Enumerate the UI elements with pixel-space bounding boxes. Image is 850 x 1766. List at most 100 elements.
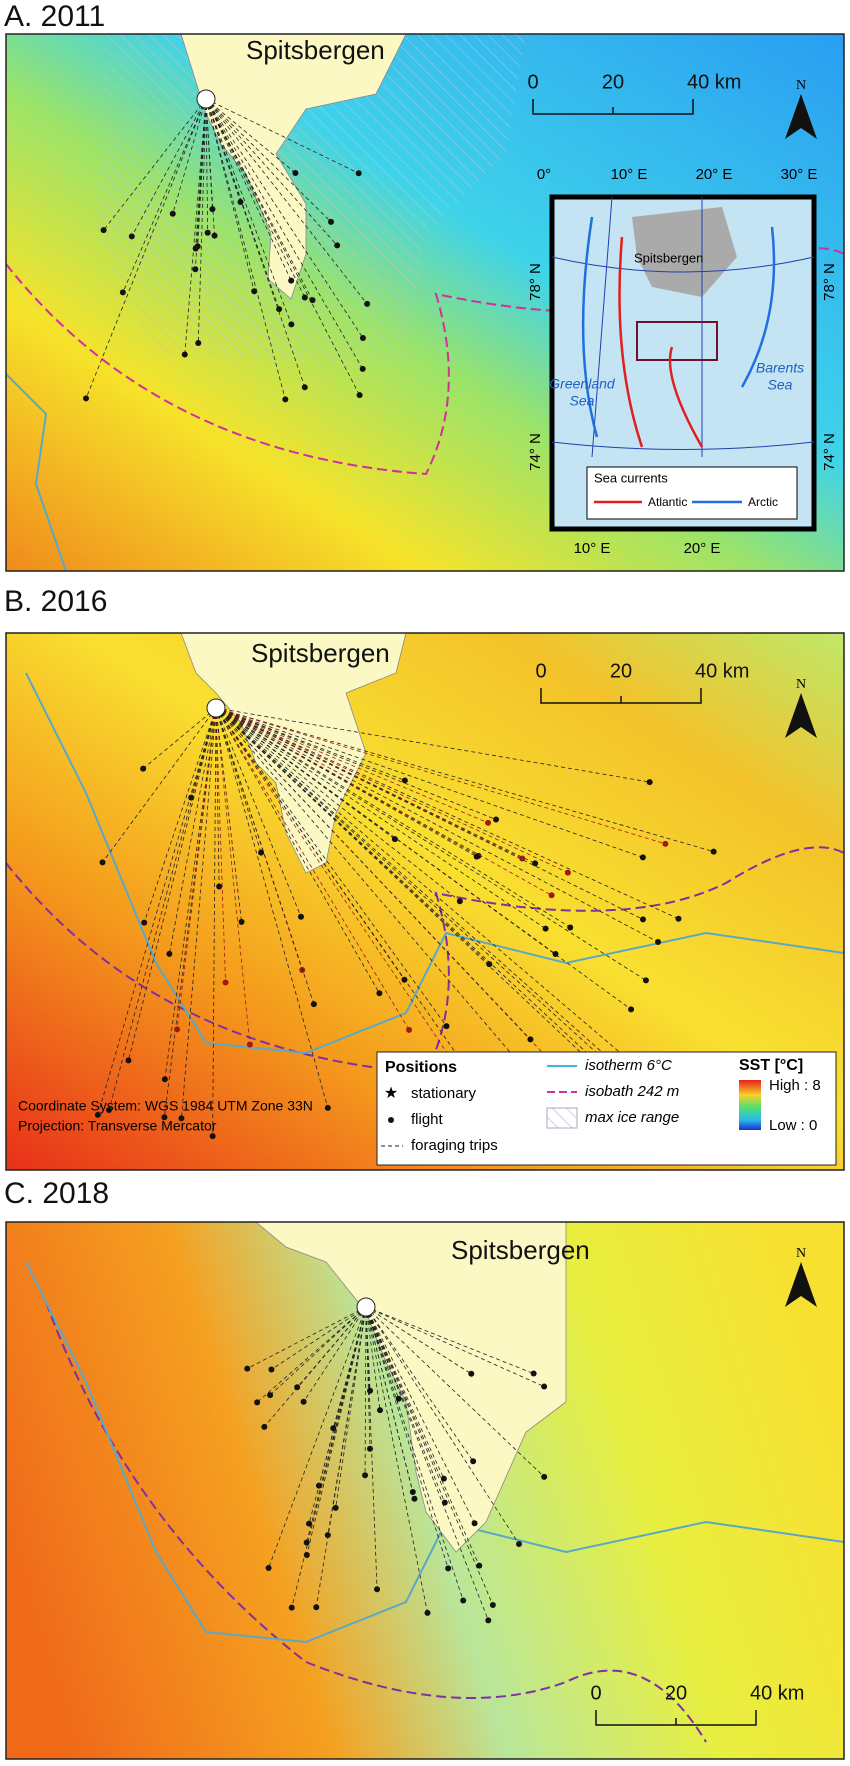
position xyxy=(310,1001,317,1008)
foraging-trip xyxy=(365,1306,381,1411)
position xyxy=(297,913,304,920)
inset-island: Spitsbergen xyxy=(634,250,703,265)
land xyxy=(254,1221,567,1553)
position xyxy=(99,859,106,866)
position xyxy=(639,854,646,861)
foraging-trip xyxy=(215,707,497,820)
position xyxy=(542,925,549,932)
sea-label: Greenland xyxy=(549,376,616,392)
legend-text: foraging trips xyxy=(411,1137,498,1154)
foraging-trip xyxy=(215,707,226,983)
foraging-trip xyxy=(128,707,217,1061)
foraging-trip xyxy=(315,1306,367,1608)
legend-text: Atlantic xyxy=(648,495,687,509)
foraging-trip xyxy=(97,707,217,1116)
panel-frame xyxy=(5,632,845,1171)
isotherm xyxy=(25,1261,845,1644)
position xyxy=(639,916,646,923)
isobath xyxy=(45,1301,707,1743)
position xyxy=(128,233,135,240)
position xyxy=(470,1458,477,1465)
inset-lat: 78° N xyxy=(821,263,838,301)
island-label: Spitsbergen xyxy=(246,35,385,65)
foraging-trip xyxy=(306,1306,367,1543)
position xyxy=(237,199,244,206)
map-panel: Spitsbergen 0 20 40 km N Positions ★ stationary… xyxy=(5,632,845,1171)
legend-ice xyxy=(546,1107,578,1129)
foraging-trip xyxy=(131,98,207,237)
north-label: N xyxy=(796,677,806,692)
foraging-trip xyxy=(365,1306,494,1606)
position xyxy=(178,1115,185,1122)
position xyxy=(655,938,662,945)
position xyxy=(161,1076,168,1083)
foraging-trip xyxy=(268,1306,367,1569)
position xyxy=(476,1562,483,1569)
position xyxy=(141,919,148,926)
scale-bar xyxy=(595,1710,757,1726)
foraging-trip xyxy=(172,98,207,214)
panel-frame xyxy=(5,1221,845,1760)
position xyxy=(301,294,308,301)
map-panel: Spitsbergen 0 20 40 km N 0° 10° E 20° E 30° E Spi… xyxy=(5,33,845,572)
foraging-trip xyxy=(365,1306,428,1613)
panel-frame xyxy=(5,33,845,572)
foraging-trip xyxy=(303,1306,367,1402)
foraging-trip xyxy=(215,707,251,1045)
foraging-trip xyxy=(205,98,359,174)
legend-text: max ice range xyxy=(585,1109,679,1126)
position xyxy=(456,898,463,905)
foraging-trip xyxy=(215,707,569,874)
inset-lon: 10° E xyxy=(574,540,611,557)
panel-label: A. 2011 xyxy=(4,0,105,33)
foraging-trip xyxy=(215,707,644,920)
position xyxy=(395,1395,402,1402)
foraging-trip xyxy=(215,707,575,1128)
scale-label: 20 xyxy=(602,71,624,93)
position xyxy=(181,351,188,358)
foraging-trip xyxy=(205,98,364,370)
scale-label: 0 xyxy=(535,660,546,682)
legend-star: ★ xyxy=(384,1085,398,1102)
foraging-trip xyxy=(308,1306,367,1524)
position xyxy=(211,232,218,239)
foraging-trip xyxy=(205,98,332,223)
foraging-trip xyxy=(205,98,306,298)
position xyxy=(548,892,555,899)
position xyxy=(282,396,289,403)
foraging-trip xyxy=(215,707,666,845)
foraging-trip xyxy=(365,1306,545,1387)
position xyxy=(169,210,176,217)
foraging-trip xyxy=(365,1306,464,1601)
foraging-trip xyxy=(102,707,217,863)
position xyxy=(300,1398,307,1405)
position xyxy=(119,289,126,296)
foraging-trip xyxy=(122,98,207,293)
foraging-trip xyxy=(205,98,213,210)
foraging-trip xyxy=(215,707,242,922)
position xyxy=(309,297,316,304)
position xyxy=(192,266,199,273)
scale-label: 40 km xyxy=(687,71,741,93)
legend-text: Positions xyxy=(385,1059,457,1076)
foraging-trip xyxy=(247,1306,367,1369)
panel-label: B. 2016 xyxy=(4,585,107,618)
inset-lon: 30° E xyxy=(781,166,818,183)
position xyxy=(493,816,500,823)
foraging-trip xyxy=(212,707,217,1137)
foraging-trip xyxy=(215,707,405,981)
foraging-trip xyxy=(205,98,368,305)
position xyxy=(374,1586,381,1593)
position xyxy=(265,1564,272,1571)
sea-label: Sea xyxy=(768,377,793,393)
position xyxy=(532,860,539,867)
isotherm xyxy=(5,373,67,572)
foraging-trip xyxy=(215,707,659,943)
legend-text: isotherm 6°C xyxy=(585,1057,672,1074)
position xyxy=(192,245,199,252)
foraging-trip xyxy=(215,707,714,852)
position xyxy=(367,1387,374,1394)
position xyxy=(376,990,383,997)
position xyxy=(628,1006,635,1013)
foraging-trip xyxy=(335,1306,367,1508)
